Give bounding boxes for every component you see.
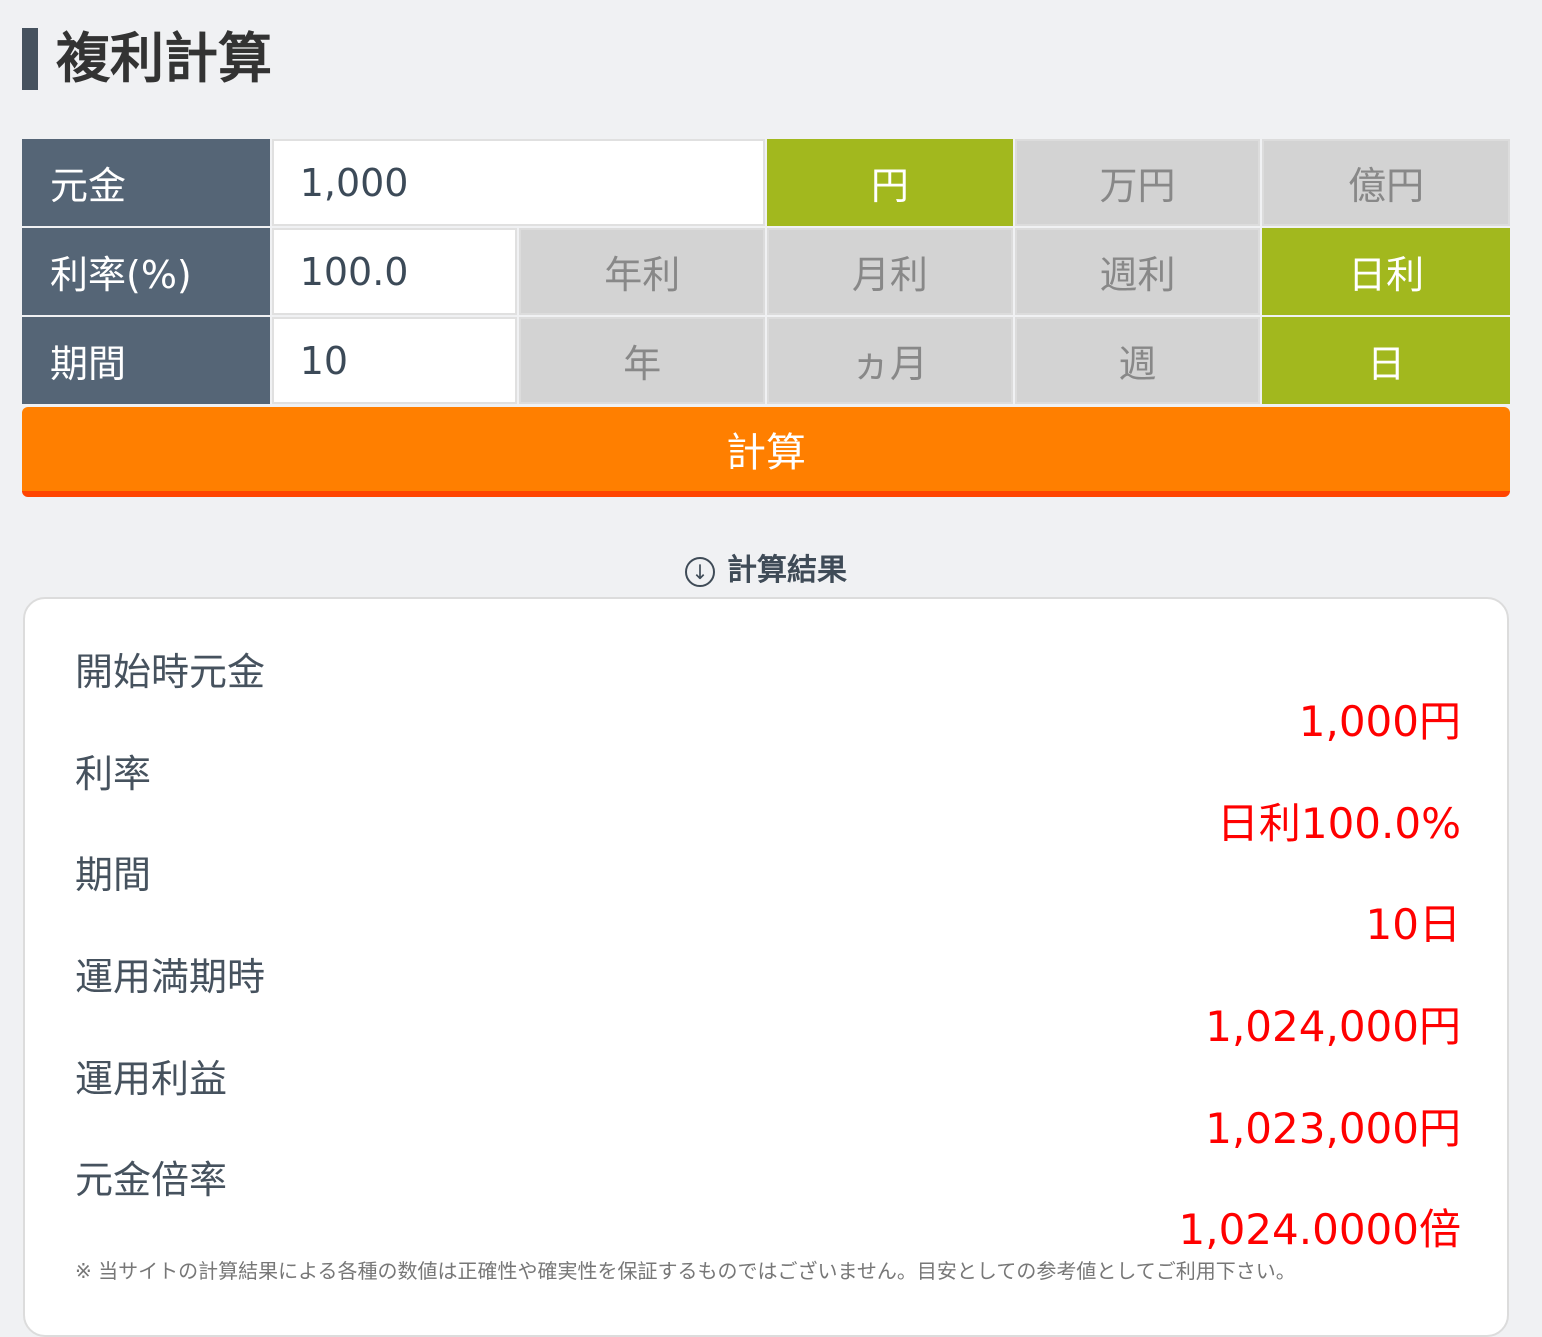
result-row: 利率日利100.0% (75, 749, 1461, 849)
result-value: 1,024.0000倍 (1178, 1205, 1461, 1254)
rate-annual-button[interactable]: 年利 (519, 228, 766, 315)
period-row: 期間 10 年 ヵ月 週 日 (22, 317, 1510, 404)
period-day-button[interactable]: 日 (1262, 317, 1510, 404)
rate-monthly-button[interactable]: 月利 (767, 228, 1013, 315)
result-label: 元金倍率 (75, 1158, 228, 1202)
period-month-button[interactable]: ヵ月 (767, 317, 1013, 404)
disclaimer-note: ※ 当サイトの計算結果による各種の数値は正確性や確実性を保証するものではございま… (75, 1259, 1296, 1283)
rate-weekly-button[interactable]: 週利 (1014, 228, 1261, 315)
period-year-button[interactable]: 年 (519, 317, 766, 404)
principal-row: 元金 1,000 円 万円 億円 (22, 139, 1510, 226)
calculator-form: 元金 1,000 円 万円 億円 利率(%) 100.0 年利 月利 週利 日利… (22, 139, 1510, 406)
result-label: 開始時元金 (75, 650, 266, 694)
result-value: 1,023,000円 (1205, 1104, 1461, 1153)
result-label: 運用利益 (75, 1057, 228, 1101)
result-row: 開始時元金 1,000円 (75, 647, 1461, 747)
result-value: 1,000円 (1298, 697, 1461, 746)
page-title: 複利計算 (22, 28, 272, 90)
result-label: 利率 (75, 752, 152, 796)
period-week-button[interactable]: 週 (1014, 317, 1261, 404)
unit-yen-button[interactable]: 円 (767, 139, 1013, 226)
arrow-down-circle-icon: ↓ (685, 556, 715, 587)
unit-man-yen-button[interactable]: 万円 (1014, 139, 1261, 226)
result-row: 元金倍率 1,024.0000倍 (75, 1155, 1461, 1255)
unit-oku-yen-button[interactable]: 億円 (1262, 139, 1510, 226)
principal-input[interactable]: 1,000 (271, 139, 766, 226)
results-heading-text: 計算結果 (727, 553, 847, 588)
period-input[interactable]: 10 (271, 317, 518, 404)
result-value: 日利100.0% (1216, 799, 1461, 848)
result-row: 運用満期時 1,024,000円 (75, 952, 1461, 1052)
result-label: 運用満期時 (75, 955, 266, 999)
result-row: 期間 10日 (75, 850, 1461, 950)
calculate-button[interactable]: 計算 (22, 407, 1510, 497)
rate-row: 利率(%) 100.0 年利 月利 週利 日利 (22, 228, 1510, 315)
rate-input[interactable]: 100.0 (271, 228, 518, 315)
results-heading: ↓ 計算結果 (0, 545, 1532, 589)
principal-label: 元金 (22, 139, 270, 226)
period-label: 期間 (22, 317, 270, 404)
rate-label: 利率(%) (22, 228, 270, 315)
result-value: 1,024,000円 (1205, 1002, 1461, 1051)
result-value: 10日 (1365, 900, 1461, 949)
result-label: 期間 (75, 853, 152, 897)
results-card: 開始時元金 1,000円 利率日利100.0% 期間 10日 運用満期時 1,024,… (23, 597, 1509, 1337)
rate-daily-button[interactable]: 日利 (1262, 228, 1510, 315)
result-row: 運用利益 1,023,000円 (75, 1054, 1461, 1154)
